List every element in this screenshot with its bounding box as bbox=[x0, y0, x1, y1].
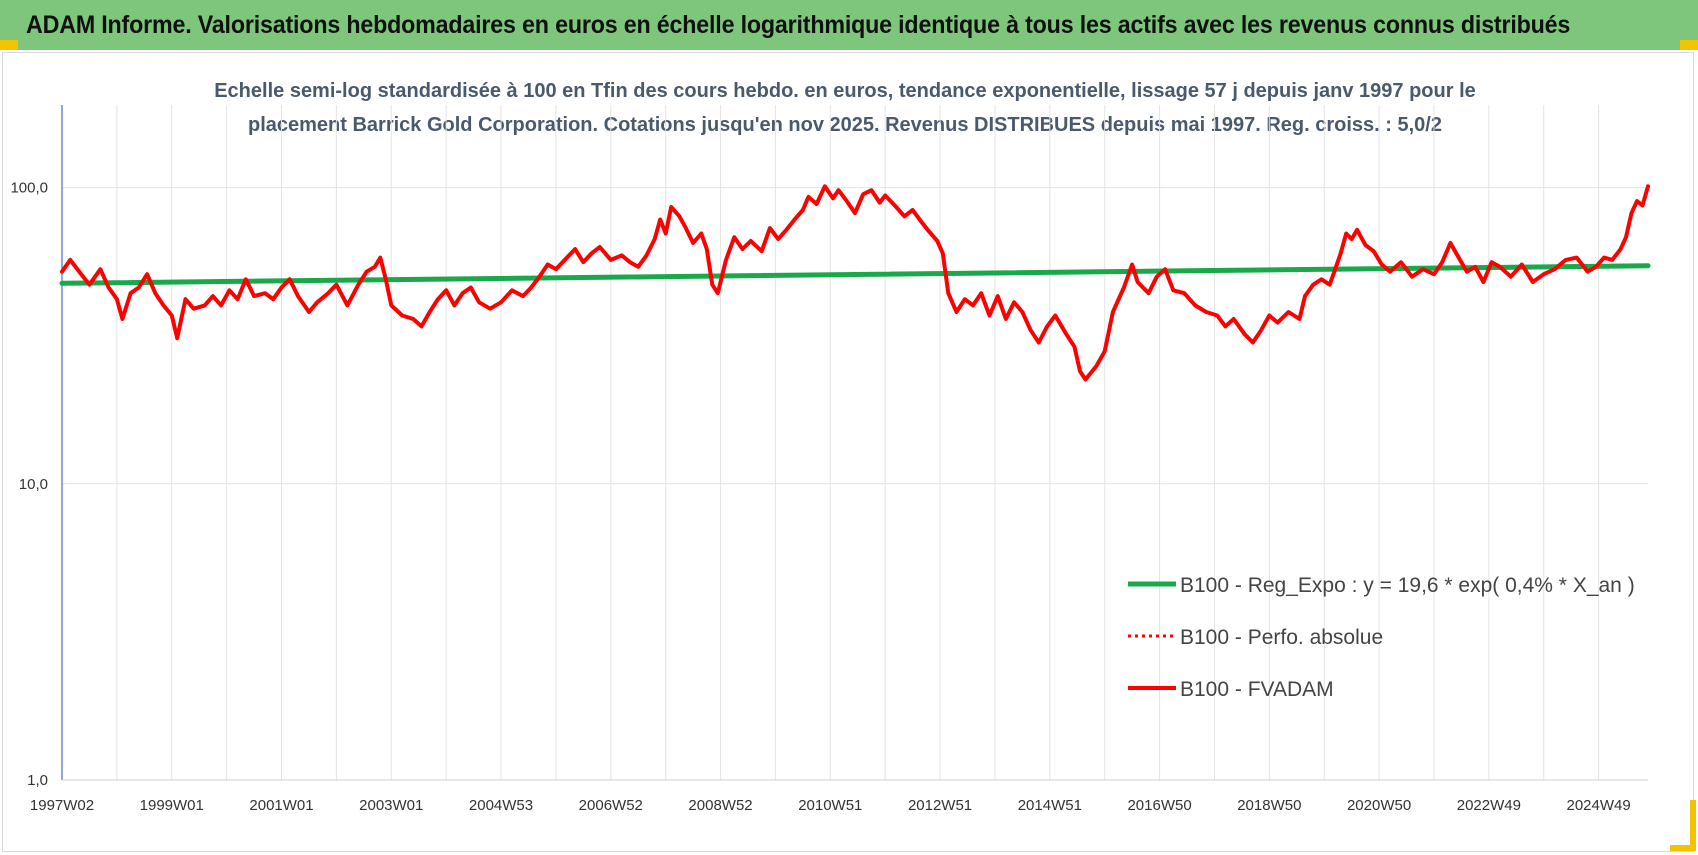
y-tick-label: 1,0 bbox=[27, 772, 48, 789]
legend-label-0: B100 - Reg_Expo : y = 19,6 * exp( 0,4% *… bbox=[1180, 574, 1635, 597]
legend-label-1: B100 - Perfo. absolue bbox=[1180, 626, 1383, 649]
corner-marker-left bbox=[0, 40, 18, 50]
x-tick-label: 2001W01 bbox=[249, 797, 313, 814]
x-tick-label: 2006W52 bbox=[579, 797, 643, 814]
x-tick-label: 2004W53 bbox=[469, 797, 533, 814]
corner-marker-right-top bbox=[1680, 40, 1698, 50]
legend-label-2: B100 - FVADAM bbox=[1180, 678, 1334, 701]
chart-frame bbox=[2, 52, 1694, 852]
x-tick-label: 2020W50 bbox=[1347, 797, 1411, 814]
x-tick-label: 2024W49 bbox=[1566, 797, 1630, 814]
corner-marker-right-bottom bbox=[1690, 800, 1696, 850]
x-tick-label: 2008W52 bbox=[688, 797, 752, 814]
chart-title-line-2: placement Barrick Gold Corporation. Cota… bbox=[248, 114, 1442, 136]
x-tick-label: 2012W51 bbox=[908, 797, 972, 814]
x-tick-label: 1997W02 bbox=[30, 797, 94, 814]
y-tick-label: 10,0 bbox=[19, 476, 48, 493]
header-title: ADAM Informe. Valorisations hebdomadaire… bbox=[26, 10, 1571, 39]
series-line-2 bbox=[60, 184, 1650, 382]
x-tick-label: 2003W01 bbox=[359, 797, 423, 814]
header-banner: ADAM Informe. Valorisations hebdomadaire… bbox=[0, 0, 1698, 50]
x-tick-label: 1999W01 bbox=[140, 797, 204, 814]
x-tick-label: 2022W49 bbox=[1457, 797, 1521, 814]
x-tick-label: 2016W50 bbox=[1127, 797, 1191, 814]
chart-title-line-1: Echelle semi-log standardisée à 100 en T… bbox=[214, 80, 1476, 102]
y-tick-label: 100,0 bbox=[10, 180, 48, 197]
x-tick-label: 2018W50 bbox=[1237, 797, 1301, 814]
x-tick-label: 2010W51 bbox=[798, 797, 862, 814]
x-tick-label: 2014W51 bbox=[1018, 797, 1082, 814]
chart-title: Echelle semi-log standardisée à 100 en T… bbox=[140, 74, 1550, 142]
corner-marker-bottom bbox=[1670, 845, 1696, 851]
